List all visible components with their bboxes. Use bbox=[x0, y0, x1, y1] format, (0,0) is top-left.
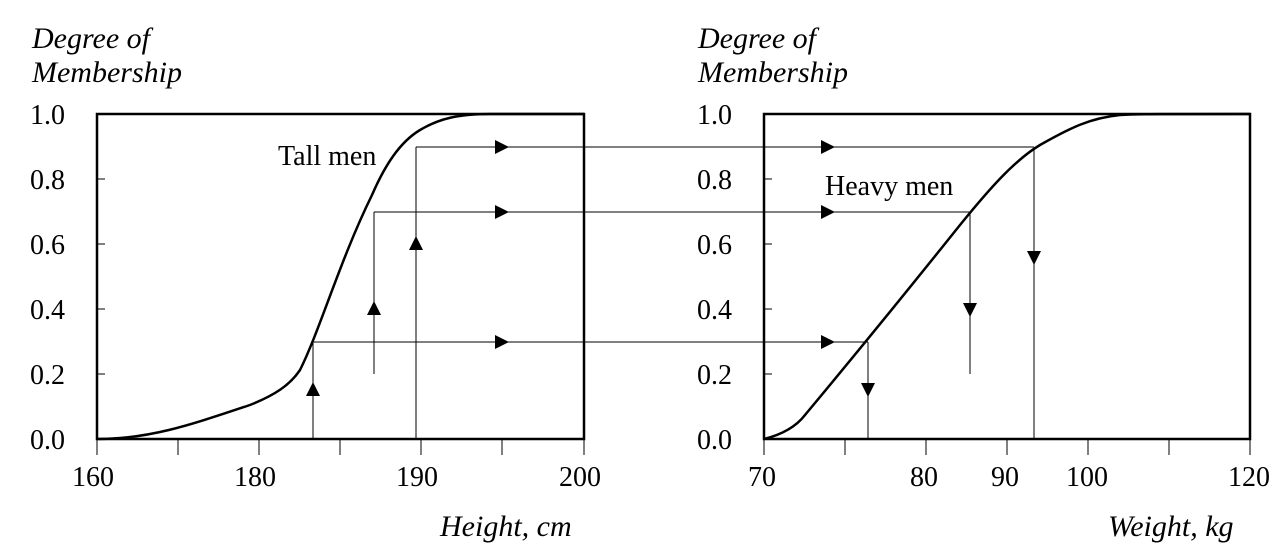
right-y-tick-label: 0.8 bbox=[697, 165, 732, 196]
down-arrow-icon bbox=[861, 383, 875, 397]
right-x-tick-marks bbox=[763, 439, 1251, 455]
tall-men-curve bbox=[96, 112, 584, 441]
heavy-men-curve bbox=[763, 112, 1251, 441]
up-arrow-icon bbox=[409, 236, 423, 250]
right-y-tick-label: 0.2 bbox=[697, 360, 732, 391]
left-ylabel-line1: Degree of bbox=[31, 22, 154, 55]
left-x-tick-label: 190 bbox=[396, 462, 438, 493]
right-y-tick-label: 0.6 bbox=[697, 230, 732, 261]
left-y-tick-label: 0.4 bbox=[30, 295, 65, 326]
left-y-tick-label: 0.6 bbox=[30, 230, 65, 261]
right-ylabel-line2: Membership bbox=[697, 56, 848, 89]
left-panel: Degree of Membership 1.0 0.8 0.6 0.4 0.2… bbox=[30, 22, 601, 543]
right-arrow-icon bbox=[495, 335, 509, 349]
right-arrow-icon bbox=[821, 140, 835, 154]
right-x-tick-label: 120 bbox=[1228, 462, 1270, 493]
right-panel: Degree of Membership 1.0 0.8 0.6 0.4 0.2… bbox=[697, 22, 1270, 543]
right-y-tick-marks bbox=[764, 178, 772, 375]
down-arrow-icon bbox=[1027, 251, 1041, 265]
left-x-tick-marks bbox=[96, 439, 585, 455]
up-arrow-icon bbox=[306, 382, 320, 396]
right-ylabel-line1: Degree of bbox=[697, 22, 820, 55]
right-plot-frame bbox=[762, 112, 1252, 441]
right-arrow-icon bbox=[495, 205, 509, 219]
right-x-tick-label: 90 bbox=[991, 462, 1019, 493]
left-y-tick-label: 0.0 bbox=[30, 425, 65, 456]
tall-men-label: Tall men bbox=[278, 141, 376, 172]
left-xlabel: Height, cm bbox=[439, 510, 572, 543]
left-x-tick-label: 160 bbox=[72, 462, 114, 493]
left-y-tick-label: 0.8 bbox=[30, 165, 65, 196]
right-arrow-icon bbox=[821, 335, 835, 349]
right-y-tick-label: 0.0 bbox=[697, 425, 732, 456]
left-y-tick-marks bbox=[97, 178, 105, 375]
left-y-tick-label: 1.0 bbox=[30, 100, 65, 131]
right-y-tick-label: 0.4 bbox=[697, 295, 732, 326]
heavy-men-label: Heavy men bbox=[825, 171, 953, 202]
right-arrow-icon bbox=[821, 205, 835, 219]
mapping-lines bbox=[313, 140, 1034, 349]
right-x-tick-label: 70 bbox=[748, 462, 776, 493]
up-arrow-icon bbox=[367, 301, 381, 315]
right-x-tick-label: 80 bbox=[910, 462, 938, 493]
right-arrow-icon bbox=[495, 140, 509, 154]
right-x-tick-label: 100 bbox=[1066, 462, 1108, 493]
left-ylabel-line2: Membership bbox=[31, 56, 182, 89]
left-x-tick-label: 200 bbox=[559, 462, 601, 493]
right-xlabel: Weight, kg bbox=[1108, 510, 1234, 543]
left-x-tick-label: 180 bbox=[234, 462, 276, 493]
right-y-tick-label: 1.0 bbox=[697, 100, 732, 131]
left-y-tick-label: 0.2 bbox=[30, 360, 65, 391]
down-arrow-icon bbox=[963, 303, 977, 317]
